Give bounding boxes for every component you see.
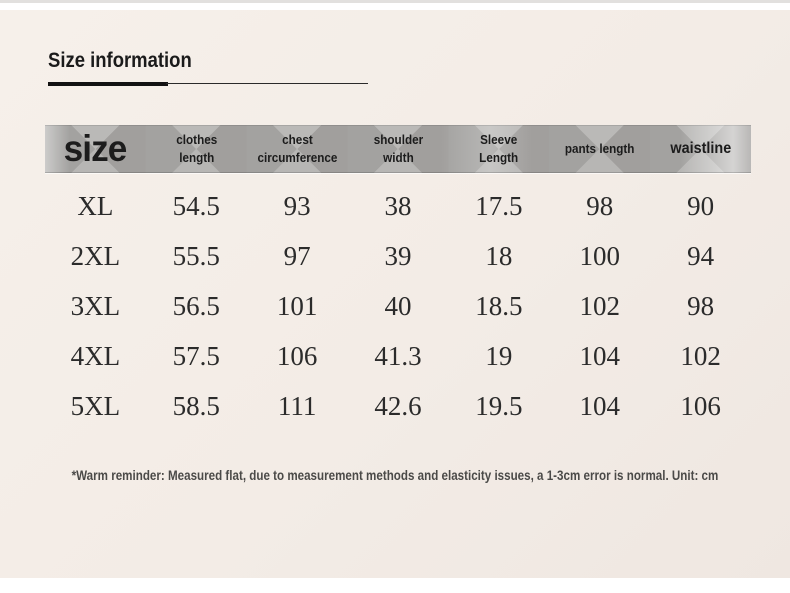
value-cell: 104 bbox=[579, 390, 620, 421]
value-cell: 40 bbox=[384, 290, 412, 321]
header-cell-size: size bbox=[45, 125, 146, 173]
size-table: size clothes length chest circumference … bbox=[45, 125, 751, 431]
value-cell: 41.3 bbox=[374, 340, 422, 371]
table-row-2xl: 2XL 55.5 97 39 18 100 94 bbox=[45, 231, 751, 281]
header-cell-sleeve-length: Sleeve Length bbox=[448, 125, 549, 173]
value-cell: 102 bbox=[680, 340, 721, 371]
value-cell: 39 bbox=[384, 240, 412, 271]
table-header-row: size clothes length chest circumference … bbox=[45, 125, 751, 173]
value-cell: 90 bbox=[687, 190, 715, 221]
size-cell: 5XL bbox=[70, 390, 121, 421]
value-cell: 102 bbox=[579, 290, 620, 321]
value-cell: 19.5 bbox=[475, 390, 523, 421]
header-label: shoulder width bbox=[373, 132, 423, 165]
value-cell: 56.5 bbox=[172, 290, 220, 321]
size-cell: XL bbox=[77, 190, 114, 221]
value-cell: 19 bbox=[485, 340, 513, 371]
size-info-page: Size information size clothes length che… bbox=[0, 10, 790, 578]
value-cell: 104 bbox=[579, 340, 620, 371]
title-underline-thick bbox=[48, 82, 168, 86]
header-cell-clothes-length: clothes length bbox=[146, 125, 247, 173]
reminder-note-text: *Warm reminder: Measured flat, due to me… bbox=[71, 468, 719, 483]
header-label: clothes length bbox=[175, 132, 217, 165]
value-cell: 18.5 bbox=[475, 290, 523, 321]
header-label: waistline bbox=[670, 140, 731, 158]
title-underline-thin bbox=[166, 83, 368, 84]
header-label: chest circumference bbox=[257, 132, 338, 165]
value-cell: 97 bbox=[283, 240, 311, 271]
header-cell-shoulder-width: shoulder width bbox=[348, 125, 449, 173]
header-cell-pants-length: pants length bbox=[549, 125, 650, 173]
table-row-xl: XL 54.5 93 38 17.5 98 90 bbox=[45, 181, 751, 231]
size-cell: 3XL bbox=[70, 290, 121, 321]
header-label: size bbox=[64, 128, 128, 170]
value-cell: 55.5 bbox=[172, 240, 220, 271]
value-cell: 17.5 bbox=[475, 190, 523, 221]
header-cell-waistline: waistline bbox=[650, 125, 751, 173]
bottom-strip bbox=[0, 578, 790, 593]
table-body: XL 54.5 93 38 17.5 98 90 2XL 55.5 97 39 … bbox=[45, 181, 751, 431]
header-cell-chest-circumference: chest circumference bbox=[247, 125, 348, 173]
value-cell: 100 bbox=[579, 240, 620, 271]
top-edge-divider bbox=[0, 0, 790, 3]
value-cell: 106 bbox=[680, 390, 721, 421]
value-cell: 18 bbox=[485, 240, 513, 271]
value-cell: 94 bbox=[687, 240, 715, 271]
value-cell: 54.5 bbox=[172, 190, 220, 221]
value-cell: 57.5 bbox=[172, 340, 220, 371]
value-cell: 101 bbox=[276, 290, 318, 321]
value-cell: 42.6 bbox=[374, 390, 422, 421]
size-cell: 4XL bbox=[70, 340, 121, 371]
value-cell: 111 bbox=[277, 390, 317, 421]
table-row-4xl: 4XL 57.5 106 41.3 19 104 102 bbox=[45, 331, 751, 381]
size-cell: 2XL bbox=[70, 240, 121, 271]
header-label: pants length bbox=[564, 141, 635, 157]
value-cell: 106 bbox=[276, 340, 318, 371]
title-underline bbox=[48, 82, 368, 87]
page-title: Size information bbox=[48, 49, 192, 72]
value-cell: 98 bbox=[586, 190, 614, 221]
reminder-note: *Warm reminder: Measured flat, due to me… bbox=[0, 467, 790, 485]
value-cell: 38 bbox=[384, 190, 412, 221]
value-cell: 93 bbox=[283, 190, 311, 221]
table-row-3xl: 3XL 56.5 101 40 18.5 102 98 bbox=[45, 281, 751, 331]
table-row-5xl: 5XL 58.5 111 42.6 19.5 104 106 bbox=[45, 381, 751, 431]
value-cell: 58.5 bbox=[172, 390, 220, 421]
value-cell: 98 bbox=[687, 290, 715, 321]
header-label: Sleeve Length bbox=[479, 132, 519, 165]
